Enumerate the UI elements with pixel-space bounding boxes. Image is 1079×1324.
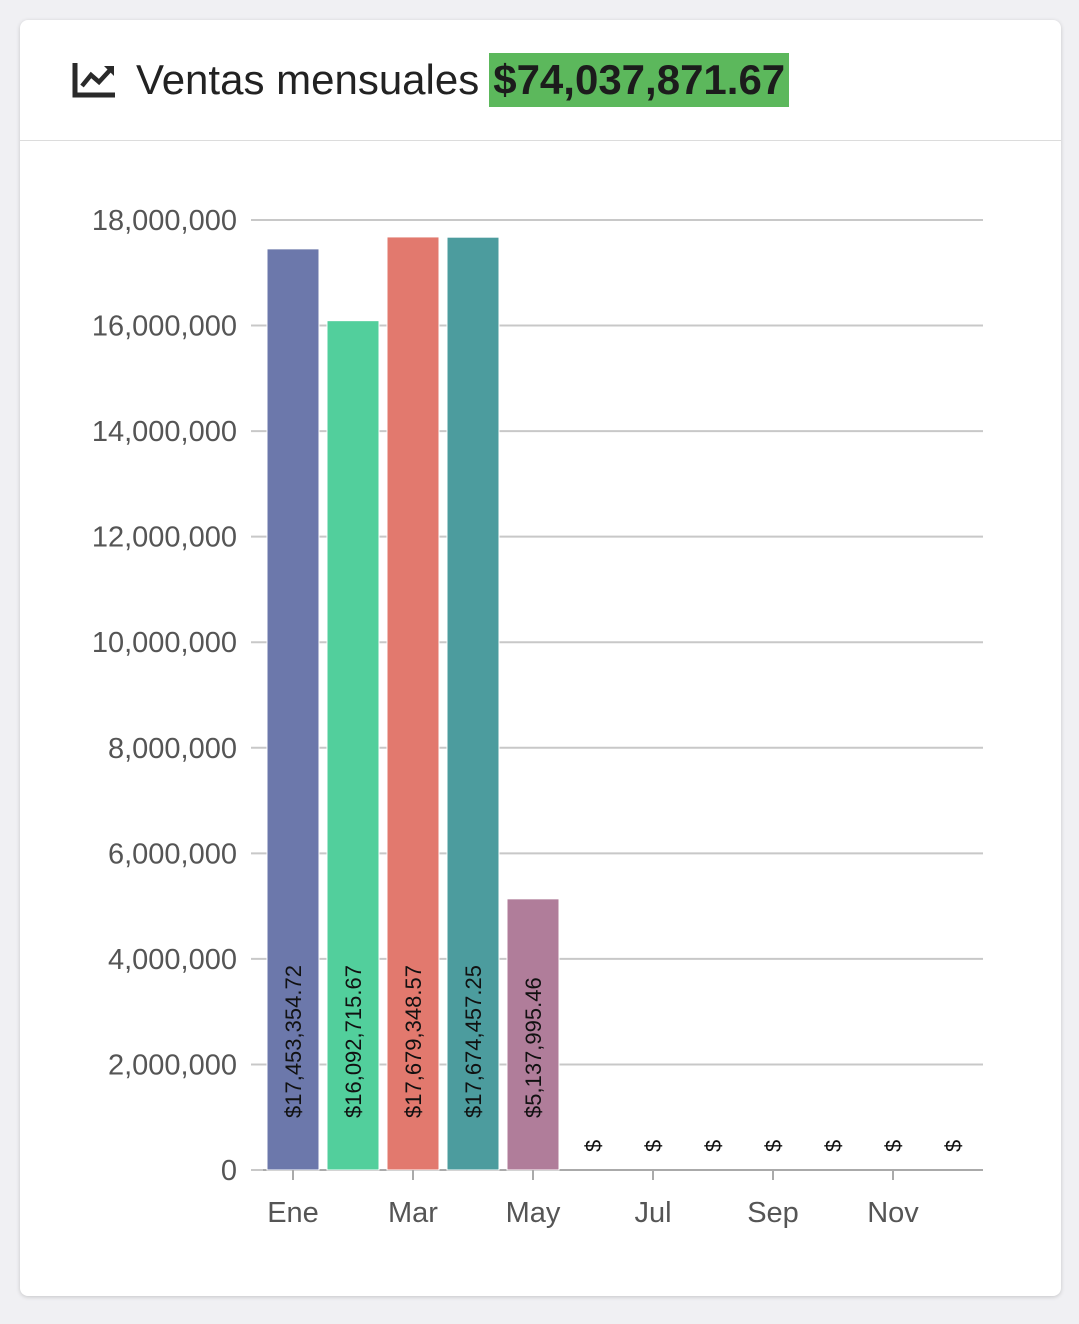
data-label: $: [581, 1140, 606, 1152]
card-title: Ventas mensuales: [136, 56, 480, 103]
data-label: $: [641, 1140, 666, 1152]
card-header: Ventas mensuales $74,037,871.67: [20, 20, 1061, 141]
data-label: $: [881, 1140, 906, 1152]
data-label: $16,092,715.67: [341, 965, 366, 1118]
y-tick-label: 10,000,000: [92, 627, 237, 659]
data-label: $17,679,348.57: [401, 965, 426, 1118]
data-label: $: [941, 1140, 966, 1152]
y-tick-label: 12,000,000: [92, 522, 237, 554]
x-tick-label: Nov: [867, 1197, 919, 1229]
data-label: $17,453,354.72: [281, 965, 306, 1118]
y-tick-label: 4,000,000: [108, 944, 237, 976]
sales-card: Ventas mensuales $74,037,871.67 0 2,000,0…: [20, 20, 1061, 1296]
data-label: $5,137,995.46: [521, 977, 546, 1118]
y-tick-label: 14,000,000: [92, 416, 237, 448]
x-tick-label: Jul: [634, 1197, 671, 1229]
bar-may[interactable]: [506, 898, 560, 1171]
y-tick-label: 16,000,000: [92, 311, 237, 343]
data-label: $: [761, 1140, 786, 1152]
bar-abr[interactable]: [446, 236, 500, 1171]
bar-feb[interactable]: [326, 320, 380, 1171]
x-tick-label: May: [506, 1197, 561, 1229]
y-tick-label: 8,000,000: [108, 733, 237, 765]
y-tick-label: 6,000,000: [108, 838, 237, 870]
monthly-sales-bar-chart: 0 2,000,000 4,000,000 6,000,000 8,000,000 10,…: [92, 205, 983, 1229]
y-tick-label: 0: [221, 1155, 237, 1187]
bar-ene[interactable]: [266, 248, 320, 1171]
y-tick-label: 2,000,000: [108, 1049, 237, 1081]
line-chart-icon: [72, 63, 115, 98]
x-tick-label: Sep: [747, 1197, 799, 1229]
y-tick-label: 18,000,000: [92, 205, 237, 237]
bar-mar[interactable]: [386, 236, 440, 1171]
data-label: $17,674,457.25: [461, 965, 486, 1118]
total-sales-badge: $74,037,871.67: [489, 53, 790, 107]
data-label: $: [821, 1140, 846, 1152]
data-label: $: [701, 1140, 726, 1152]
x-tick-label: Ene: [267, 1197, 319, 1229]
chart-area: 0 2,000,000 4,000,000 6,000,000 8,000,000 10,…: [20, 141, 1061, 1296]
x-tick-label: Mar: [388, 1197, 438, 1229]
